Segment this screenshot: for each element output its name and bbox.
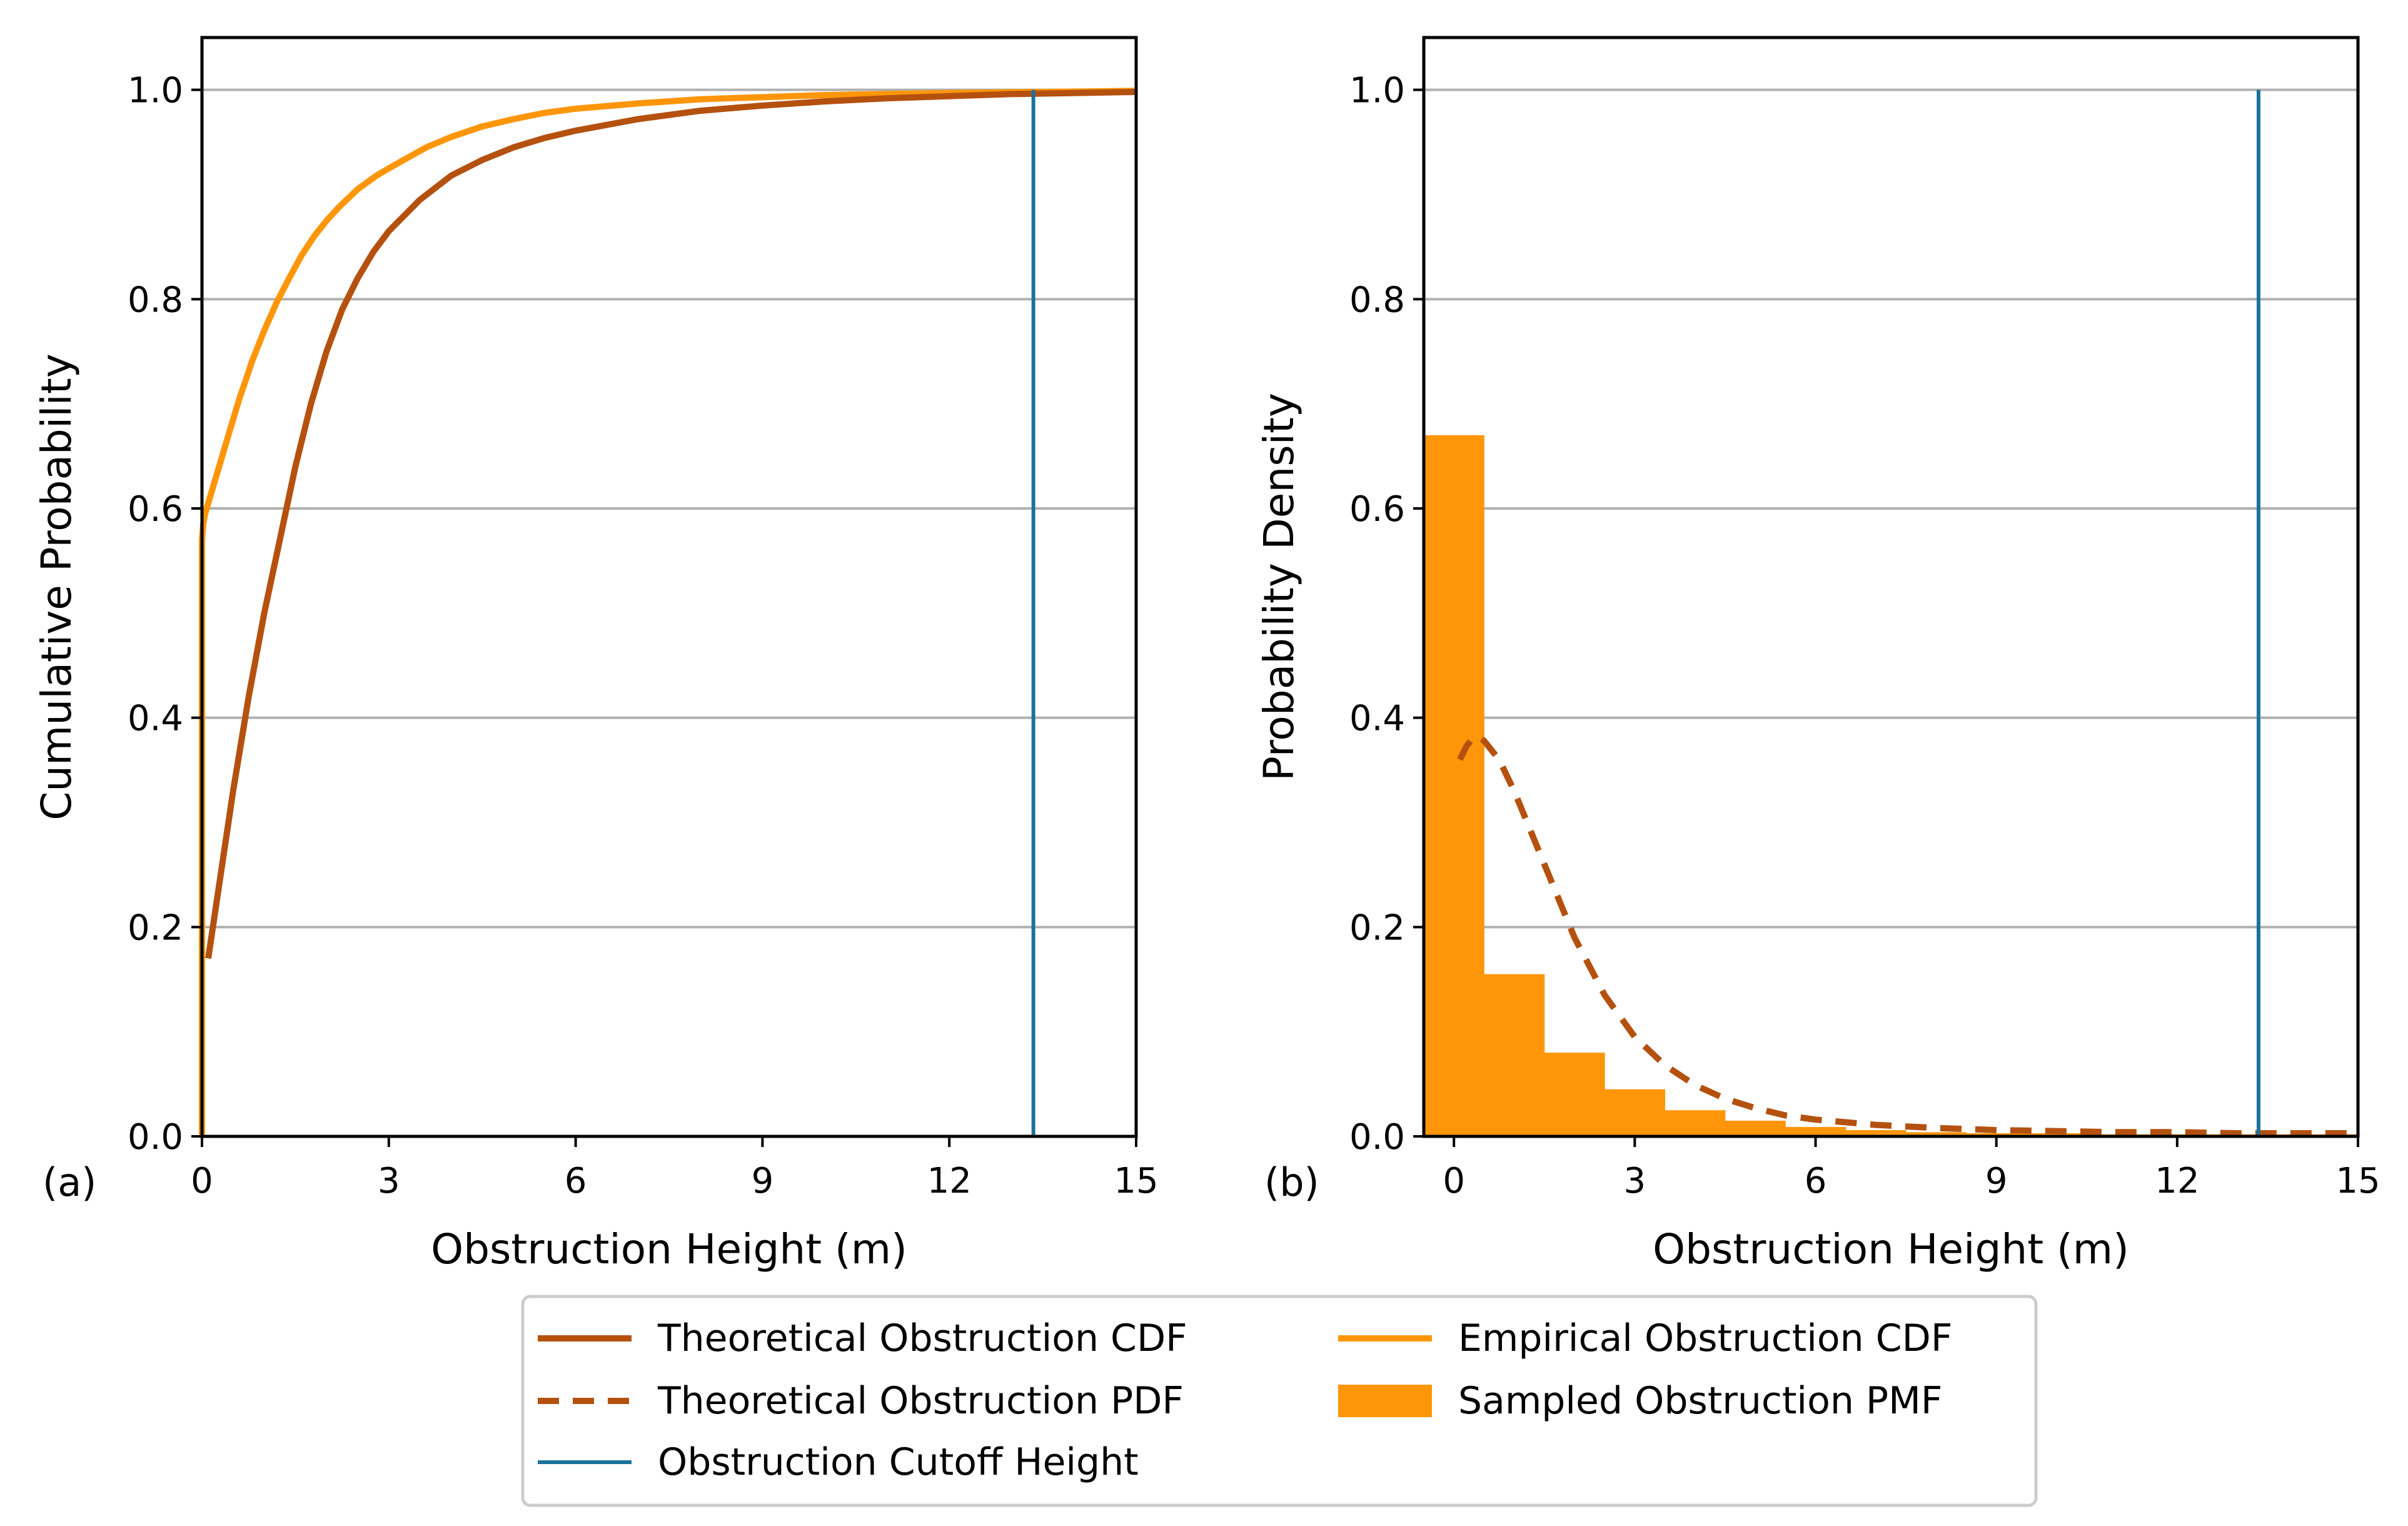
- axes-frame: [1422, 36, 2360, 1138]
- empirical-cdf-line: [199, 88, 1137, 1136]
- y-tick-label: 1.0: [1349, 71, 1405, 111]
- panel-b: 0 3 6 9 12 15 0.0 0.2 0.4 0.6 0.8 1.0 Obstruction He…: [1255, 36, 2380, 1273]
- x-tick-label: 0: [1443, 1161, 1465, 1201]
- y-tick-label: 0.8: [1349, 280, 1405, 320]
- theoretical-cdf-line: [205, 89, 1137, 959]
- pmf-bar: [2026, 1133, 2087, 1136]
- pmf-bar: [1906, 1132, 1967, 1136]
- pmf-bar: [1424, 435, 1484, 1136]
- y-tick-label: 0.6: [128, 489, 183, 530]
- x-tick-label: 3: [1624, 1161, 1646, 1201]
- legend-label: Sampled Obstruction PMF: [1458, 1379, 1942, 1423]
- x-tick-label: 9: [1985, 1161, 2008, 1201]
- x-tick-label: 15: [1114, 1161, 1158, 1201]
- legend-label: Obstruction Cutoff Height: [658, 1440, 1139, 1484]
- pmf-bar: [1665, 1110, 1726, 1136]
- pmf-bar: [1604, 1089, 1666, 1136]
- y-axis-label: Cumulative Probability: [33, 353, 81, 821]
- pmf-bar: [1725, 1120, 1786, 1136]
- pmf-bar: [1845, 1129, 1907, 1136]
- x-tick-label: 3: [378, 1161, 400, 1201]
- pmf-bar: [1484, 974, 1545, 1136]
- y-tick-label: 0.4: [128, 699, 183, 739]
- y-tick-label: 0.6: [1349, 489, 1405, 530]
- pmf-bar: [1785, 1126, 1846, 1136]
- x-axis-label: Obstruction Height (m): [431, 1225, 907, 1273]
- x-tick-label: 9: [752, 1161, 774, 1201]
- panel-label: (a): [43, 1160, 96, 1205]
- x-tick-label: 15: [2335, 1161, 2380, 1201]
- y-axis-label: Probability Density: [1255, 393, 1303, 781]
- legend-label: Theoretical Obstruction CDF: [657, 1316, 1187, 1360]
- x-tick-label: 6: [1805, 1161, 1827, 1201]
- x-tick-label: 0: [191, 1161, 213, 1201]
- y-tick-label: 0.8: [128, 280, 183, 320]
- legend-label: Empirical Obstruction CDF: [1458, 1316, 1952, 1360]
- legend-patch: [1338, 1385, 1432, 1417]
- y-tick-label: 0.2: [128, 907, 183, 948]
- legend-label: Theoretical Obstruction PDF: [657, 1379, 1184, 1423]
- pmf-bar: [1966, 1133, 2027, 1136]
- y-tick-label: 1.0: [128, 71, 183, 111]
- legend-frame: [521, 1295, 2038, 1507]
- pmf-bar: [1544, 1053, 1605, 1136]
- y-tick-label: 0.0: [128, 1117, 183, 1158]
- panel-label: (b): [1264, 1160, 1319, 1205]
- y-tick-label: 0.0: [1349, 1117, 1405, 1158]
- y-tick-label: 0.2: [1349, 907, 1405, 948]
- x-tick-label: 12: [2155, 1161, 2199, 1201]
- theoretical-pdf-line: [1457, 733, 2358, 1136]
- axes-frame: [200, 36, 1138, 1138]
- x-axis-label: Obstruction Height (m): [1653, 1225, 2129, 1273]
- x-tick-label: 12: [927, 1161, 972, 1201]
- y-tick-label: 0.4: [1349, 699, 1405, 739]
- x-tick-label: 6: [565, 1161, 587, 1201]
- legend: Theoretical Obstruction CDF Theoretical O…: [521, 1295, 2038, 1507]
- panel-a: 0 3 6 9 12 15 0.0 0.2 0.4 0.6 0.8 1.0 Obstruction He…: [33, 36, 1159, 1273]
